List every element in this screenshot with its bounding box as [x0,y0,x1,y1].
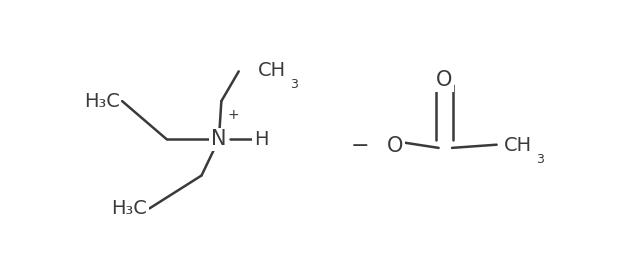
Text: −: − [351,136,369,156]
Text: H₃C: H₃C [84,92,120,111]
Text: CH: CH [504,136,532,155]
Text: O: O [387,136,403,156]
Text: N: N [211,129,227,149]
Text: +: + [228,108,239,122]
Text: H: H [105,92,120,111]
Text: H₃C: H₃C [111,199,147,218]
Text: 3: 3 [536,153,544,166]
Text: CH: CH [257,61,285,80]
Text: O: O [436,70,452,90]
Text: H: H [254,130,268,149]
Text: 3: 3 [291,78,298,91]
